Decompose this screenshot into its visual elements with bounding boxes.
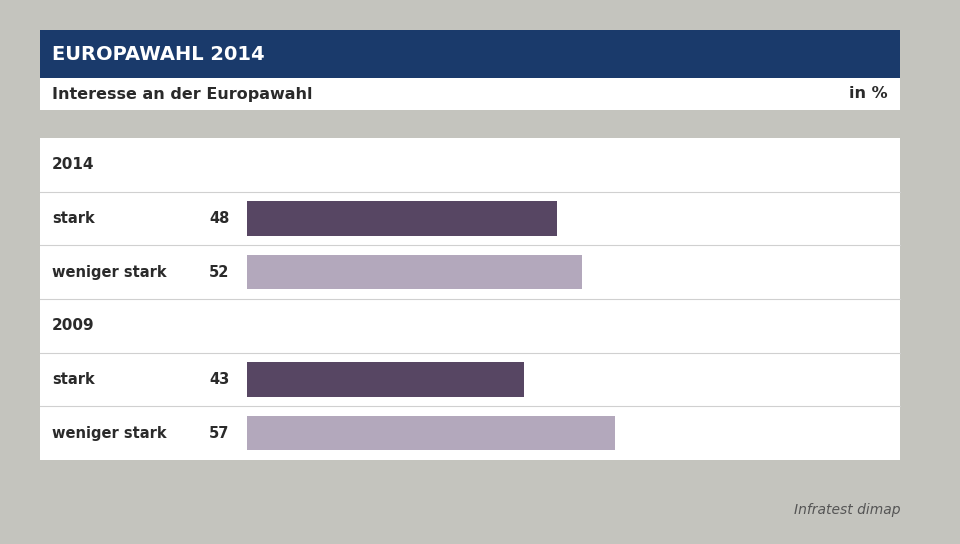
Bar: [247, 201, 557, 236]
Text: 57: 57: [209, 425, 229, 441]
Bar: [247, 362, 524, 397]
Bar: [247, 255, 583, 289]
Bar: [40, 138, 900, 460]
Text: 52: 52: [209, 265, 229, 280]
Text: Interesse an der Europawahl: Interesse an der Europawahl: [52, 86, 313, 102]
Text: weniger stark: weniger stark: [52, 425, 167, 441]
Text: stark: stark: [52, 211, 95, 226]
Text: in %: in %: [850, 86, 888, 102]
Text: 2014: 2014: [52, 157, 94, 172]
Bar: [40, 78, 900, 110]
Bar: [247, 416, 614, 450]
Text: weniger stark: weniger stark: [52, 265, 167, 280]
Text: 43: 43: [209, 372, 229, 387]
Bar: [40, 30, 900, 78]
Text: stark: stark: [52, 372, 95, 387]
Text: Infratest dimap: Infratest dimap: [794, 503, 900, 517]
Text: EUROPAWAHL 2014: EUROPAWAHL 2014: [52, 45, 265, 64]
Text: 2009: 2009: [52, 318, 95, 333]
Text: 48: 48: [209, 211, 229, 226]
